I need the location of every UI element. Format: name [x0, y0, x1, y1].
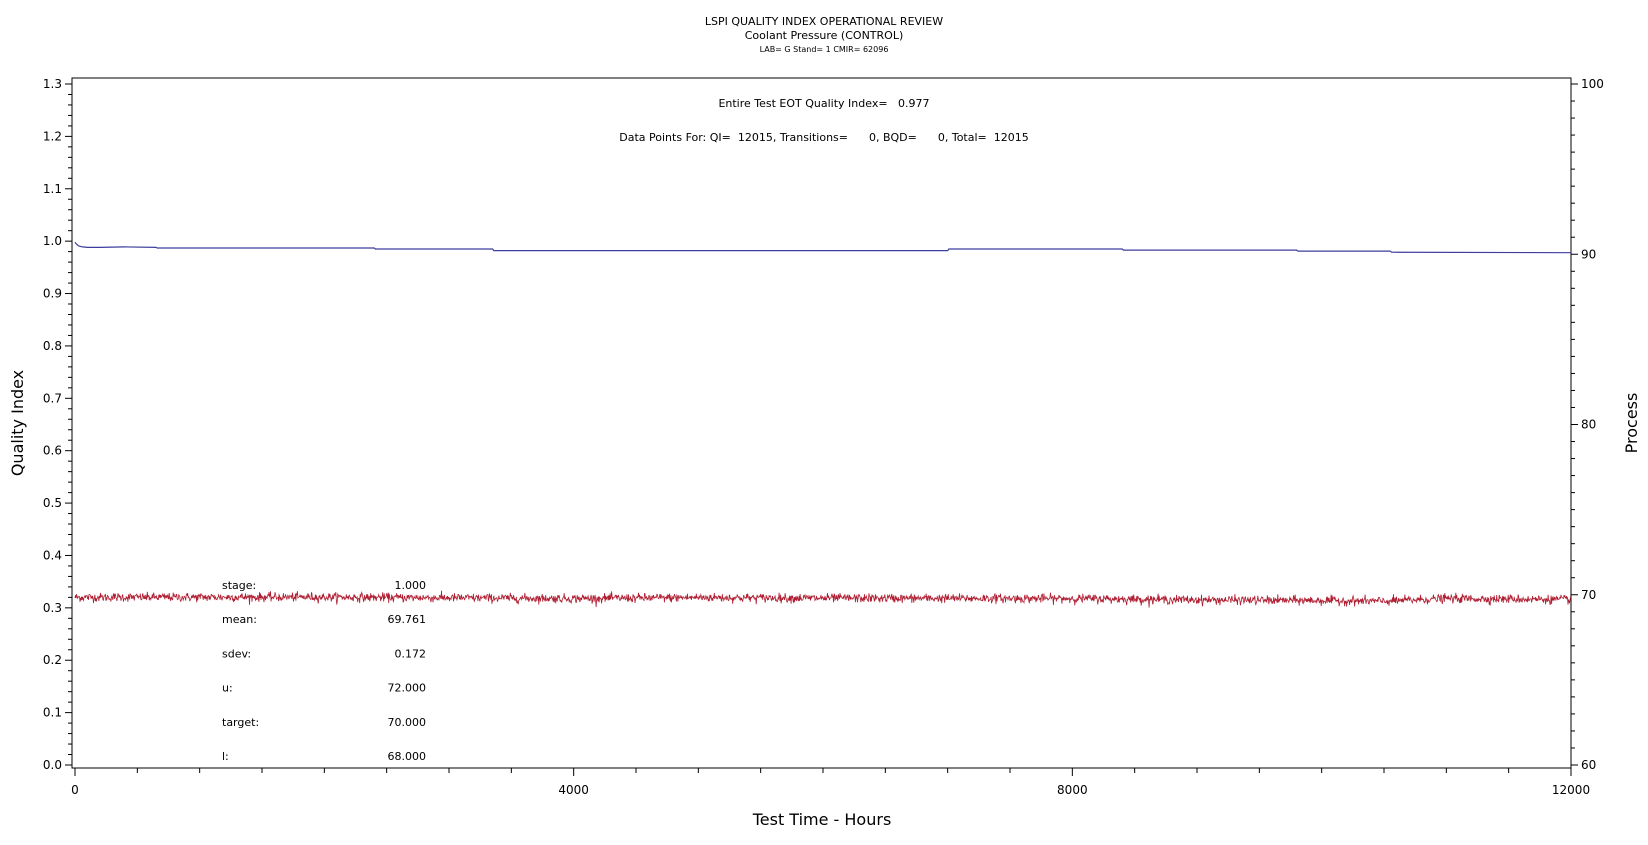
data-points-text: Data Points For: QI= 12015, Transitions=…: [619, 131, 1028, 144]
chart-title: LSPI QUALITY INDEX OPERATIONAL REVIEW: [705, 15, 943, 28]
x-tick-label: 0: [71, 783, 79, 797]
y-left-tick-label: 0.3: [43, 601, 62, 615]
y-left-tick-label: 0.5: [43, 496, 62, 510]
axes: 0 4000 8000 12000 0.0 0.1 0.2 0.3 0.4 0.5 0.6 0.7 0.…: [43, 77, 1604, 797]
stat-value: 0.172: [395, 647, 427, 660]
x-tick-label: 8000: [1057, 783, 1088, 797]
y-left-tick-label: 1.1: [43, 182, 62, 196]
stat-value: 72.000: [388, 682, 427, 695]
y-right-tick-label: 70: [1581, 588, 1596, 602]
stat-label: stage:: [222, 579, 256, 592]
stat-label: sdev:: [222, 647, 251, 660]
y-axis-left-label: Quality Index: [8, 370, 27, 476]
stat-label: target:: [222, 716, 259, 729]
y-left-tick-label: 0.9: [43, 287, 62, 301]
y-left-tick-label: 0.4: [43, 548, 62, 562]
stat-label: mean:: [222, 613, 257, 626]
y-left-tick-label: 1.0: [43, 234, 62, 248]
y-right-tick-label: 100: [1581, 77, 1604, 91]
y-left-tick-label: 0.2: [43, 653, 62, 667]
plot-frame: [71, 77, 1572, 769]
y-left-tick-label: 0.7: [43, 391, 62, 405]
y-axis-right-label: Process: [1622, 393, 1641, 454]
stat-value: 70.000: [388, 716, 427, 729]
y-right-tick-label: 90: [1581, 247, 1596, 261]
y-right-tick-label: 80: [1581, 418, 1596, 432]
x-tick-label: 12000: [1552, 783, 1590, 797]
y-left-tick-label: 0.0: [43, 758, 62, 772]
chart-subtitle: Coolant Pressure (CONTROL): [745, 29, 904, 42]
stats-table: stage: 1.000 mean: 69.761 sdev: 0.172 u: 72.000…: [222, 579, 426, 763]
x-axis-label: Test Time - Hours: [752, 810, 892, 829]
stat-value: 68.000: [388, 750, 427, 763]
stat-value: 69.761: [388, 613, 427, 626]
process-series: [74, 590, 1572, 608]
y-left-tick-label: 0.1: [43, 706, 62, 720]
x-tick-label: 4000: [558, 783, 589, 797]
y-left-tick-label: 1.2: [43, 129, 62, 143]
y-left-tick-label: 1.3: [43, 77, 62, 91]
y-left-tick-label: 0.8: [43, 339, 62, 353]
y-left-tick-label: 0.6: [43, 444, 62, 458]
chart-subtitle-2: LAB= G Stand= 1 CMIR= 62096: [760, 45, 889, 54]
stat-label: u:: [222, 682, 233, 695]
eot-quality-index-text: Entire Test EOT Quality Index= 0.977: [718, 97, 929, 110]
series-layer: [74, 241, 1572, 608]
y-right-tick-label: 60: [1581, 758, 1596, 772]
quality-index-series: [74, 241, 1572, 254]
stat-label: l:: [222, 750, 229, 763]
stat-value: 1.000: [395, 579, 427, 592]
